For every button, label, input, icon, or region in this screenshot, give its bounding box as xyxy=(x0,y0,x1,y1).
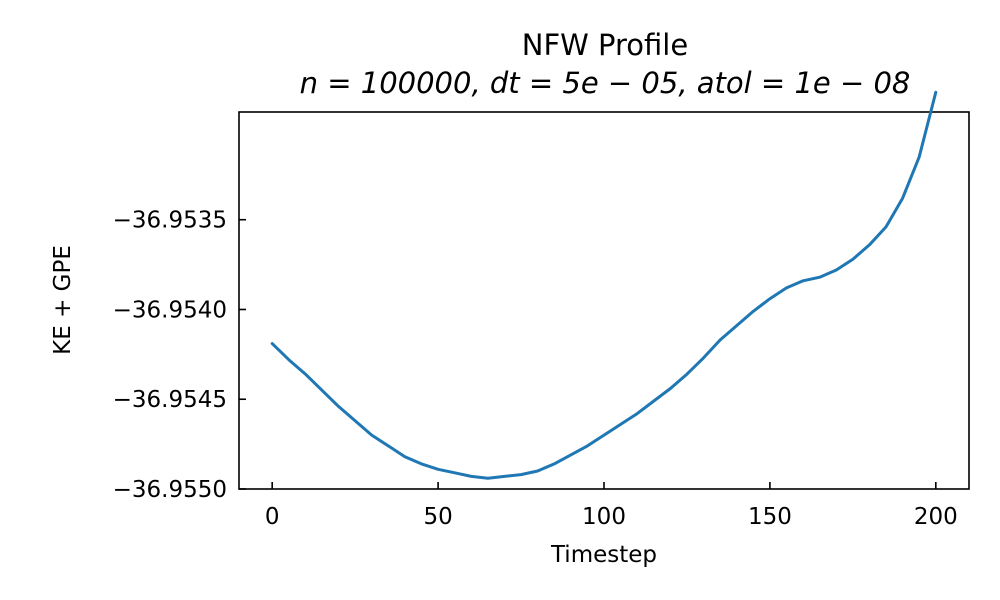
plot-frame xyxy=(238,111,970,490)
y-tick-label: −36.9545 xyxy=(113,387,227,413)
y-tick-label: −36.9540 xyxy=(113,297,227,323)
y-tick-label: −36.9535 xyxy=(113,208,227,234)
y-axis-label: KE + GPE xyxy=(50,245,76,355)
chart-title: NFW Profile xyxy=(522,28,688,62)
x-tick-label: 100 xyxy=(582,504,626,530)
chart-subtitle: n = 100000, dt = 5e − 05, atol = 1e − 08 xyxy=(300,66,911,100)
x-tick-label: 200 xyxy=(914,504,958,530)
x-tick-label: 0 xyxy=(265,504,280,530)
x-tick-label: 150 xyxy=(748,504,792,530)
series-line xyxy=(270,90,938,480)
x-tick-label: 50 xyxy=(423,504,452,530)
y-tick-label: −36.9550 xyxy=(113,477,227,503)
series-layer xyxy=(270,90,938,480)
x-axis: 0 50 100 150 200 xyxy=(265,482,958,530)
x-axis-label: Timestep xyxy=(550,542,657,568)
y-axis: −36.9535 −36.9540 −36.9545 −36.9550 xyxy=(113,208,246,503)
